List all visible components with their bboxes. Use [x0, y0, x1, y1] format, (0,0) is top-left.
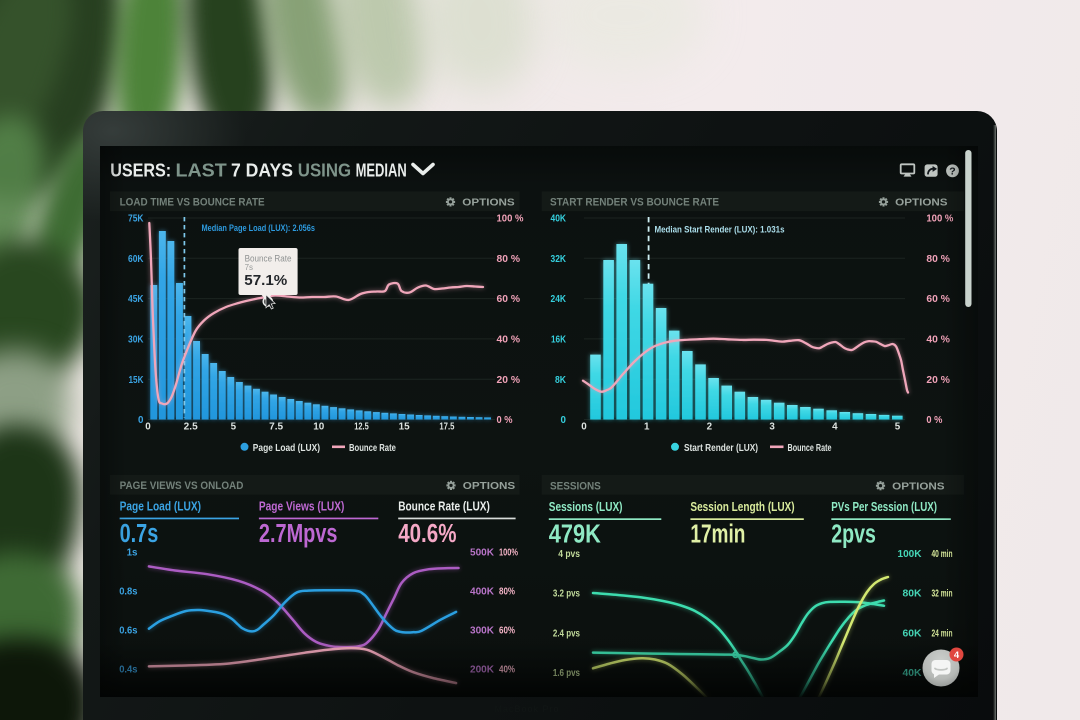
svg-text:4: 4	[954, 650, 960, 661]
